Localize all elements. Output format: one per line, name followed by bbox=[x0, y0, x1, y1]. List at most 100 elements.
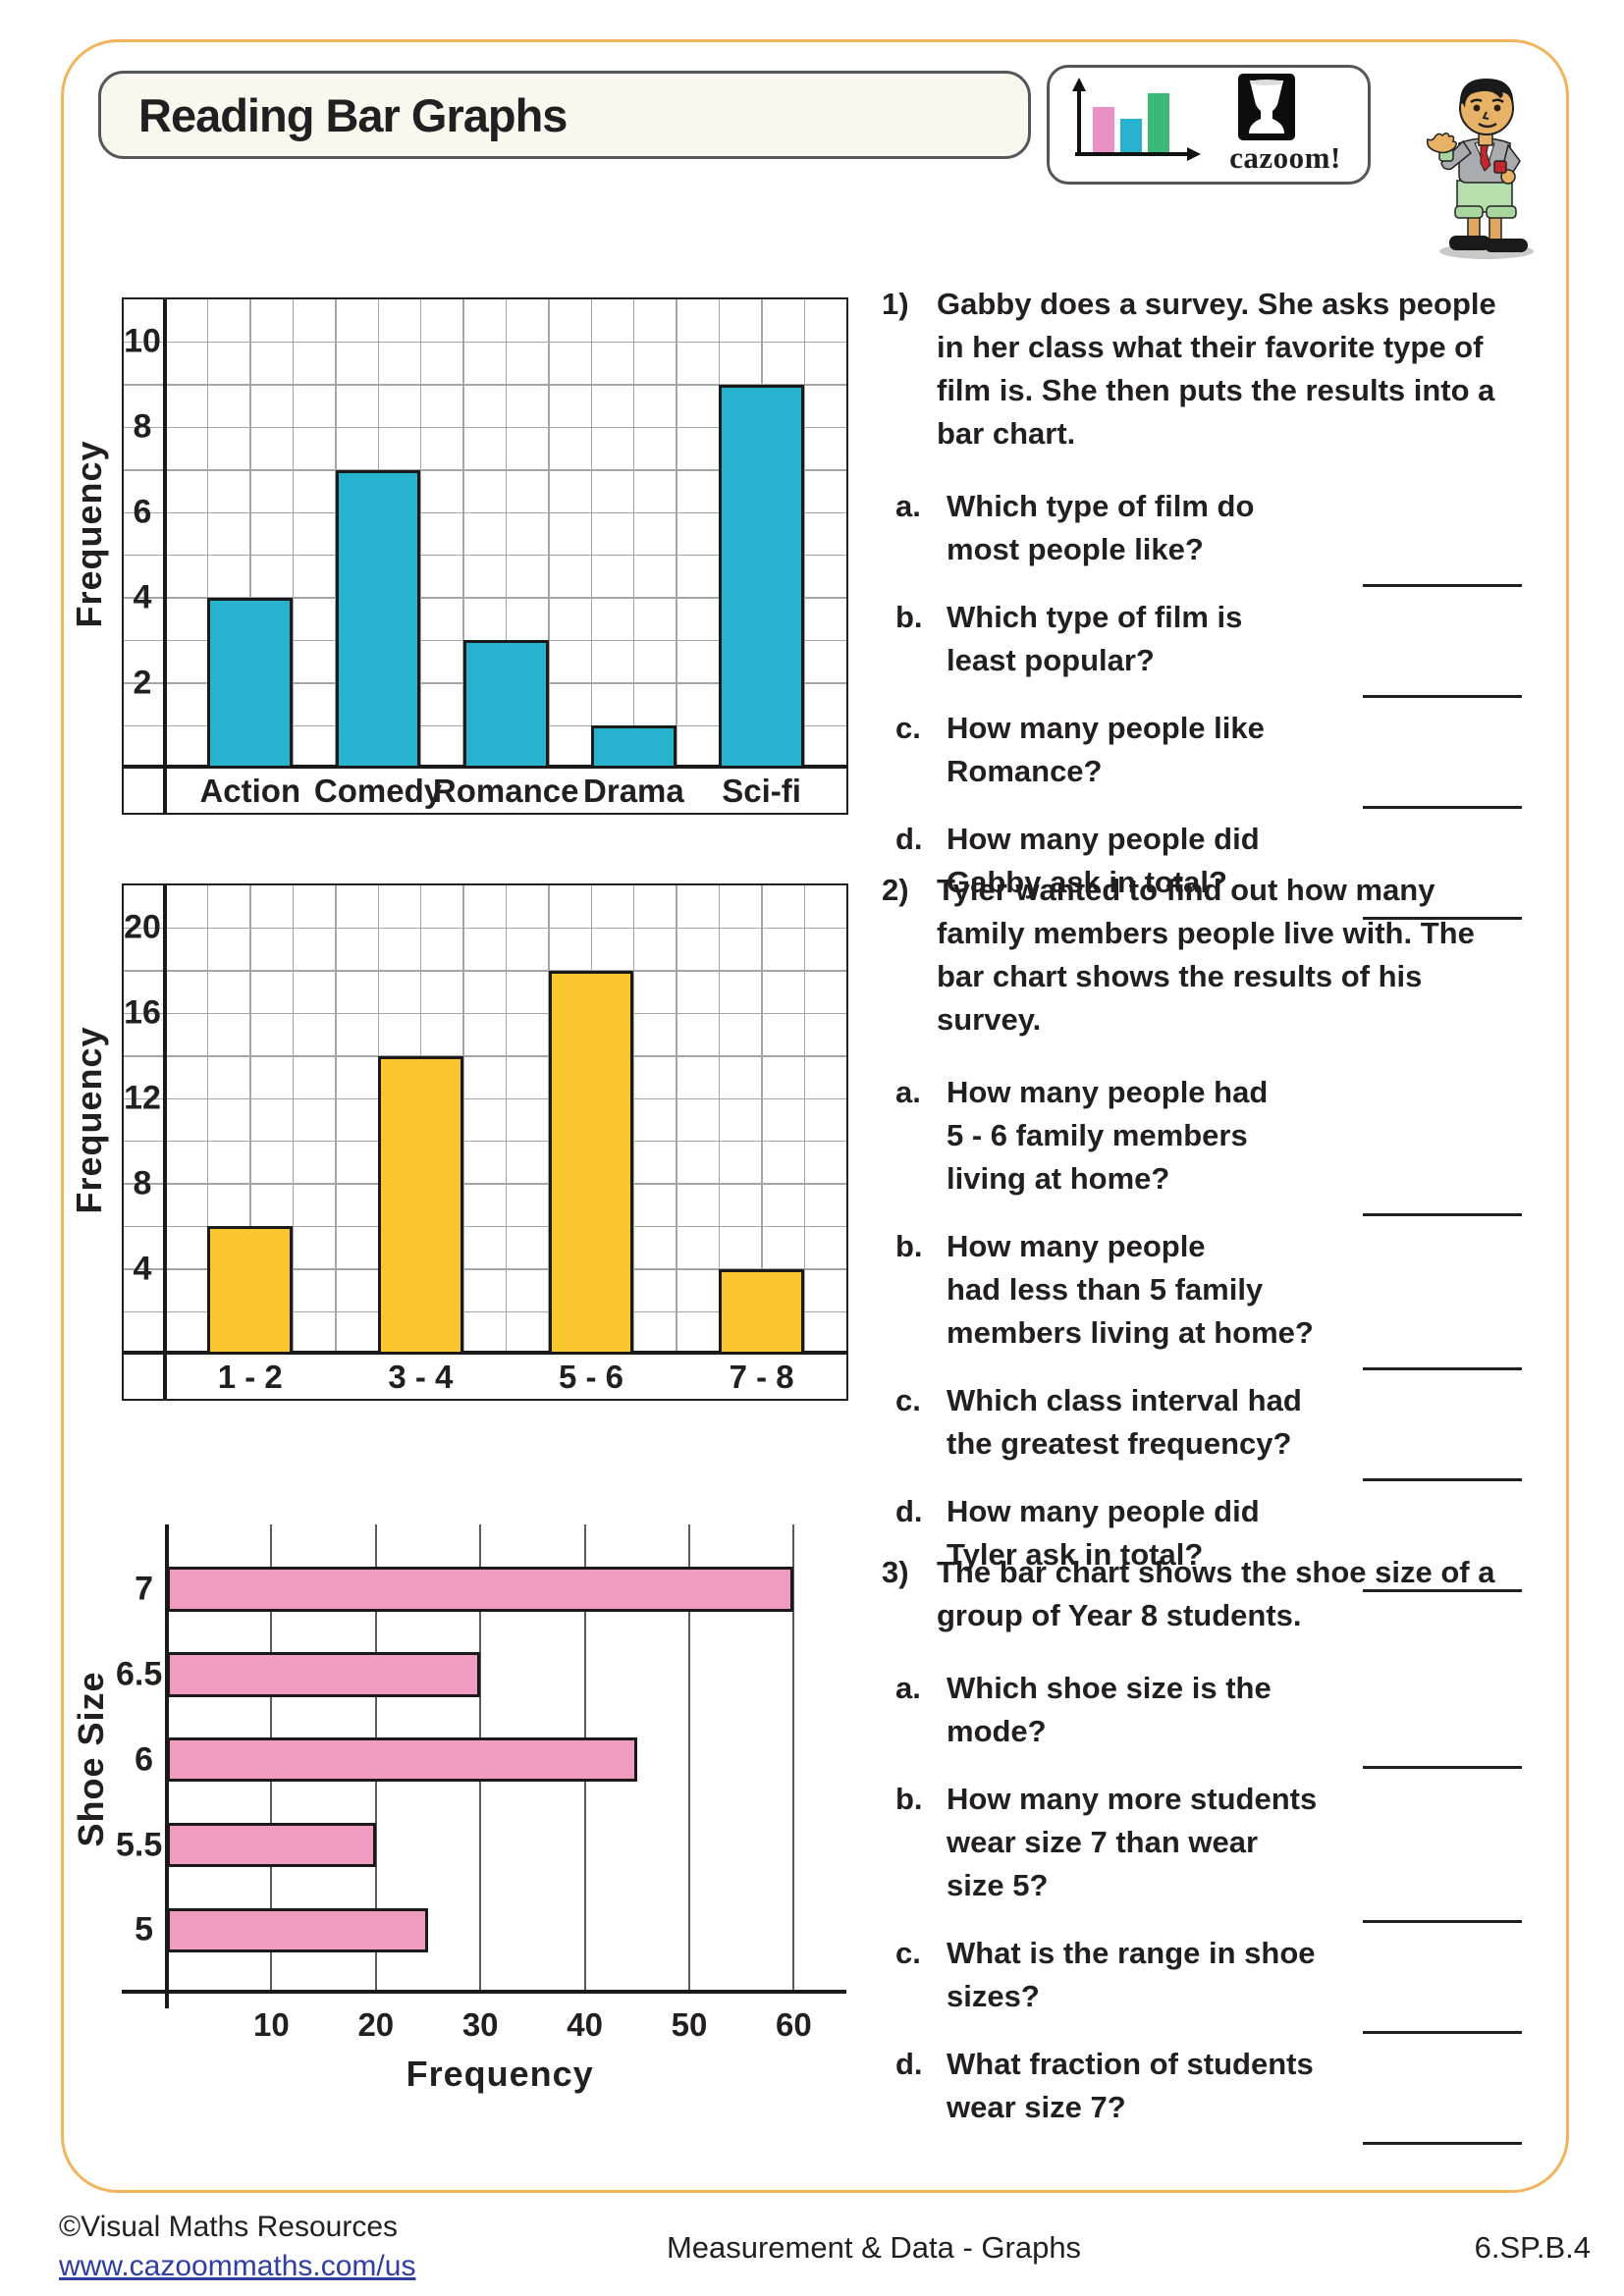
y-tick-6: 6 bbox=[133, 493, 152, 531]
question-1d: d. How many people did Gabby ask in tota… bbox=[882, 818, 1522, 921]
header-title-box: Reading Bar Graphs bbox=[98, 71, 1031, 159]
gridline bbox=[761, 885, 763, 1355]
shoe-size-bar-chart: 10 20 30 40 50 60 7 6.5 6 5.5 5 Frequency Shoe Size bbox=[71, 1524, 846, 2110]
question-2c-text: Which class interval had the greatest fr… bbox=[947, 1383, 1302, 1462]
gridline bbox=[124, 597, 847, 599]
gridline bbox=[462, 885, 464, 1355]
answer-line-1b[interactable] bbox=[1363, 695, 1522, 699]
question-3-text: The bar chart shows the shoe size of a g… bbox=[937, 1555, 1495, 1633]
gridline bbox=[124, 1183, 847, 1185]
y-tick-20: 20 bbox=[124, 908, 161, 946]
question-3-number: 3) bbox=[882, 1555, 909, 1589]
category-label-comedy: Comedy bbox=[313, 773, 443, 810]
mini-bar-chart-icon bbox=[1072, 78, 1201, 161]
gridline bbox=[124, 1268, 847, 1270]
bar-size-5 bbox=[167, 1907, 428, 1952]
bar-size-5.5 bbox=[167, 1822, 376, 1868]
question-3c-text: What is the range in shoe sizes? bbox=[947, 1936, 1316, 2014]
answer-line-1c[interactable] bbox=[1363, 806, 1522, 810]
gridline bbox=[249, 299, 251, 769]
y-tick-4: 4 bbox=[133, 1250, 152, 1288]
gridline bbox=[206, 885, 209, 1355]
question-3c: c. What is the range in shoe sizes? bbox=[882, 1932, 1522, 2035]
gridline bbox=[292, 885, 295, 1355]
question-2b-letter: b. bbox=[895, 1229, 923, 1264]
answer-line-2d[interactable] bbox=[1363, 1589, 1522, 1593]
gridline bbox=[676, 885, 677, 1355]
category-label-7-8: 7 - 8 bbox=[729, 1359, 794, 1396]
y-tick-2: 2 bbox=[133, 664, 152, 702]
question-2d-letter: d. bbox=[895, 1494, 923, 1529]
footer-topic: Measurement & Data - Graphs bbox=[666, 2230, 1082, 2265]
question-3b-text: How many more students wear size 7 than … bbox=[947, 1782, 1318, 1903]
gridline bbox=[124, 554, 847, 557]
footer-standard-code: 6.SP.B.4 bbox=[1474, 2230, 1591, 2265]
gridline bbox=[124, 1097, 847, 1099]
boy-mascot-illustration bbox=[1426, 79, 1534, 259]
drum-icon bbox=[1249, 80, 1284, 133]
family-members-bar-chart: 1 - 2 3 - 4 5 - 6 7 - 8 4 8 12 16 20 Frequency bbox=[69, 883, 849, 1402]
question-3a-text: Which shoe size is the mode? bbox=[947, 1671, 1272, 1749]
answer-line-1d[interactable] bbox=[1363, 917, 1522, 921]
question-2b: b. How many people had less than 5 famil… bbox=[882, 1225, 1522, 1371]
answer-line-2c[interactable] bbox=[1363, 1478, 1522, 1482]
question-1d-letter: d. bbox=[895, 822, 923, 857]
gridline bbox=[124, 1225, 847, 1228]
question-3b-letter: b. bbox=[895, 1782, 923, 1817]
question-1: 1) Gabby does a survey. She asks people … bbox=[882, 283, 1522, 929]
question-1a: a. Which type of film do most people lik… bbox=[882, 485, 1522, 588]
category-label-romance: Romance bbox=[432, 773, 579, 810]
y-tick-10: 10 bbox=[124, 322, 161, 360]
gridline bbox=[335, 885, 337, 1355]
question-1-text: Gabby does a survey. She asks people in … bbox=[937, 287, 1496, 452]
footer-copyright: ©Visual Maths Resources bbox=[59, 2211, 399, 2243]
x-axis-title: Frequency bbox=[406, 2054, 594, 2095]
answer-line-2b[interactable] bbox=[1363, 1367, 1522, 1371]
bar-drama bbox=[591, 725, 677, 770]
footer-link[interactable]: www.cazoommaths.com/us bbox=[59, 2250, 416, 2282]
x-tick-20: 20 bbox=[357, 2006, 395, 2044]
answer-line-2a[interactable] bbox=[1363, 1213, 1522, 1217]
category-label-5-6: 5 - 6 bbox=[558, 1359, 623, 1396]
answer-line-3d[interactable] bbox=[1363, 2142, 1522, 2146]
question-3d: d. What fraction of students wear size 7… bbox=[882, 2043, 1522, 2146]
answer-line-3c[interactable] bbox=[1363, 2031, 1522, 2035]
bar-1-2 bbox=[207, 1226, 294, 1356]
y-axis-title: Shoe Size bbox=[71, 1671, 111, 1847]
gridline bbox=[590, 299, 592, 769]
question-3d-text: What fraction of students wear size 7? bbox=[947, 2047, 1314, 2125]
y-tick-4: 4 bbox=[133, 578, 152, 616]
gridline bbox=[124, 469, 847, 471]
gridline bbox=[792, 1524, 795, 1994]
category-label-5: 5 bbox=[135, 1910, 153, 1949]
gridline bbox=[124, 1055, 847, 1057]
y-axis-title: Frequency bbox=[69, 440, 109, 628]
category-label-6.5: 6.5 bbox=[116, 1655, 163, 1693]
category-label-3-4: 3 - 4 bbox=[388, 1359, 454, 1396]
y-axis-title: Frequency bbox=[69, 1026, 109, 1214]
question-2-text: Tyler wanted to find out how many family… bbox=[937, 873, 1475, 1038]
cazoom-drum-box bbox=[1238, 74, 1295, 140]
gridline bbox=[124, 384, 847, 386]
gridline bbox=[124, 426, 847, 429]
answer-line-1a[interactable] bbox=[1363, 584, 1522, 588]
gridline bbox=[124, 1012, 847, 1015]
bar-comedy bbox=[335, 469, 421, 770]
category-label-1-2: 1 - 2 bbox=[217, 1359, 283, 1396]
question-2c-letter: c. bbox=[895, 1383, 921, 1418]
question-3b: b. How many more students wear size 7 th… bbox=[882, 1778, 1522, 1924]
question-3c-letter: c. bbox=[895, 1936, 921, 1971]
category-label-7: 7 bbox=[135, 1570, 153, 1608]
bar-action bbox=[207, 597, 294, 770]
bar-size-7 bbox=[167, 1567, 794, 1612]
gridline bbox=[249, 885, 251, 1355]
question-2a: a. How many people had 5 - 6 family memb… bbox=[882, 1071, 1522, 1217]
gridline bbox=[124, 511, 847, 513]
answer-line-3b[interactable] bbox=[1363, 1920, 1522, 1924]
y-tick-8: 8 bbox=[133, 1164, 152, 1202]
gridline bbox=[505, 299, 508, 769]
answer-line-3a[interactable] bbox=[1363, 1766, 1522, 1770]
bar-7-8 bbox=[719, 1268, 804, 1356]
logo-box: cazoom! bbox=[1047, 65, 1371, 185]
